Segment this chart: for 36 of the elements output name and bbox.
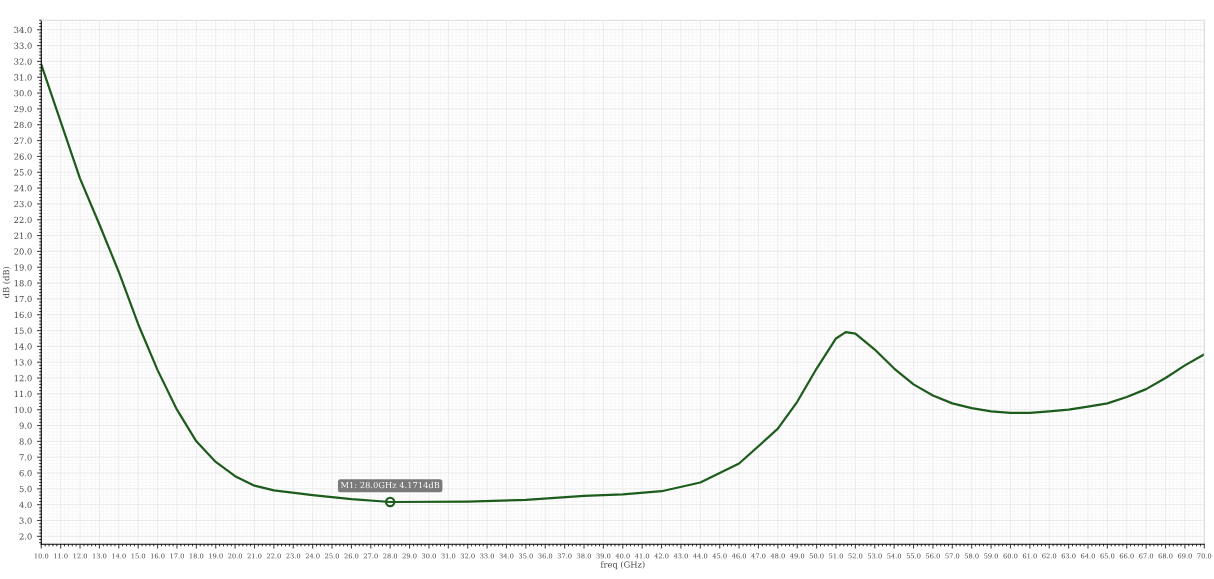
- y-tick-label: 14.0: [14, 343, 32, 350]
- y-tick-label: 20.0: [14, 248, 32, 255]
- y-tick-label: 21.0: [14, 232, 32, 239]
- y-tick-label: 6.0: [19, 470, 32, 477]
- x-axis-title: freq (GHz): [600, 561, 645, 570]
- y-tick-label: 25.0: [14, 169, 32, 176]
- y-tick-label: 24.0: [14, 185, 32, 192]
- y-tick-label: 26.0: [14, 153, 32, 160]
- y-tick-label: 18.0: [14, 280, 32, 287]
- y-tick-label: 28.0: [14, 121, 32, 129]
- annotation: M1: 28.0GHz 4.1714dB: [340, 481, 440, 489]
- y-tick-label: 12.0: [14, 375, 32, 382]
- y-tick-label: 4.0: [19, 501, 32, 508]
- y-tick-label: 27.0: [14, 137, 32, 144]
- y-tick-label: 19.0: [14, 264, 32, 271]
- y-tick-label: 16.0: [14, 311, 32, 318]
- y-tick-label: 3.0: [19, 517, 32, 524]
- y-tick-label: 7.0: [19, 454, 32, 461]
- y-tick-label: 30.0: [14, 90, 32, 97]
- y-tick-label: 10.0: [14, 406, 32, 413]
- y-tick-label: 34.0: [14, 26, 32, 34]
- y-tick-label: 29.0: [14, 105, 32, 113]
- y-axis-title: dB (dB): [2, 266, 11, 298]
- y-tick-label: 32.0: [14, 58, 32, 65]
- y-tick-label: 5.0: [19, 485, 32, 493]
- y-tick-label: 15.0: [14, 327, 32, 334]
- y-tick-label: 13.0: [14, 359, 32, 366]
- y-tick-label: 11.0: [14, 390, 32, 398]
- y-tick-label: 17.0: [14, 295, 32, 303]
- y-tick-label: 31.0: [14, 74, 32, 81]
- y-tick-label: 2.0: [19, 533, 32, 540]
- y-tick-label: 23.0: [14, 200, 32, 208]
- y-tick-label: 9.0: [19, 422, 32, 429]
- y-tick-label: 8.0: [19, 438, 32, 445]
- y-tick-label: 22.0: [14, 216, 32, 224]
- y-tick-label: 33.0: [14, 42, 32, 49]
